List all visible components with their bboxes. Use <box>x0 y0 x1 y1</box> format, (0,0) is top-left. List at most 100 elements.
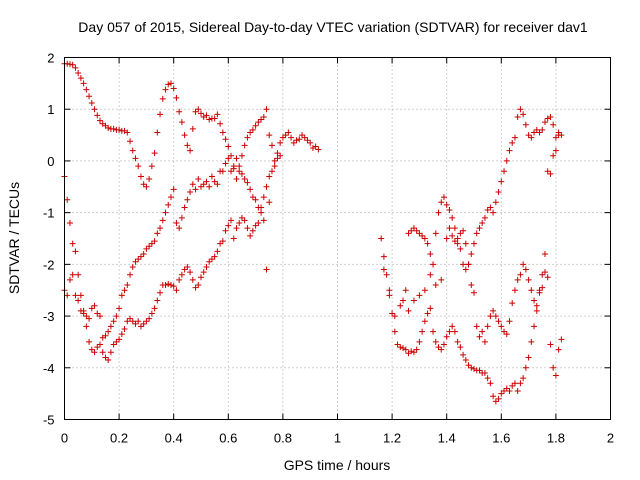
data-point-track-e <box>454 235 461 242</box>
data-point-track-e <box>451 225 458 232</box>
data-point-track-e <box>484 207 491 214</box>
data-point-track-a <box>282 132 289 139</box>
data-point-track-a <box>271 157 278 164</box>
data-point-track-a <box>266 132 273 139</box>
data-point-track-d <box>394 341 401 348</box>
data-point-track-e <box>520 111 527 118</box>
data-point-track-f <box>498 323 505 330</box>
data-point-track-a <box>165 81 172 88</box>
data-point-track-b <box>83 323 90 330</box>
data-point-track-a <box>279 134 286 141</box>
data-point-track-e <box>481 214 488 221</box>
data-point-track-a <box>309 145 316 151</box>
data-point-track-b <box>200 181 207 188</box>
data-point-track-a <box>211 115 218 122</box>
data-point-track-c <box>268 168 275 175</box>
data-point-track-a <box>96 117 103 124</box>
data-point-track-d <box>468 364 475 371</box>
data-point-track-e <box>547 113 554 120</box>
data-point-track-a <box>293 137 300 144</box>
data-point-track-d <box>471 365 477 372</box>
data-point-track-d <box>541 269 548 276</box>
data-point-track-d <box>484 375 491 382</box>
data-point-track-b <box>135 256 142 263</box>
data-point-track-f <box>490 307 497 314</box>
data-point-track-d <box>410 349 417 356</box>
data-point-track-c <box>77 307 84 314</box>
data-point-track-c <box>206 258 213 265</box>
data-point-track-a <box>75 70 82 77</box>
data-point-track-f <box>454 240 461 247</box>
data-point-track-a <box>170 85 177 92</box>
data-point-track-d <box>465 362 472 369</box>
data-point-track-c <box>94 310 101 317</box>
data-point-track-c <box>181 266 188 273</box>
data-point-track-b <box>96 341 103 348</box>
data-point-track-a <box>181 132 188 139</box>
data-point-track-a <box>187 147 194 154</box>
data-point-track-b <box>178 214 185 221</box>
data-point-track-a <box>94 112 101 119</box>
data-point-track-b <box>121 287 128 294</box>
data-point-track-e <box>479 219 486 226</box>
x-tick-label: 1.4 <box>438 431 456 446</box>
data-point-track-f <box>432 282 439 289</box>
data-point-track-a <box>137 173 144 180</box>
data-point-track-c <box>219 238 226 245</box>
data-point-track-c <box>170 283 177 290</box>
data-point-track-d <box>501 388 508 395</box>
data-point-track-b <box>107 323 114 330</box>
data-point-track-a <box>173 94 180 101</box>
data-point-track-a <box>200 113 207 120</box>
data-point-track-b <box>230 163 237 170</box>
data-point-track-a <box>105 124 112 131</box>
data-point-track-f <box>421 287 428 294</box>
data-point-track-e <box>391 313 398 320</box>
data-point-track-e <box>495 188 502 195</box>
data-point-track-e <box>462 266 469 273</box>
data-point-track-b <box>198 183 204 190</box>
data-point-track-c <box>189 276 196 283</box>
data-point-track-d <box>533 307 540 314</box>
data-point-track-b <box>159 217 166 224</box>
data-point-track-b <box>211 178 218 185</box>
data-point-track-f <box>536 287 543 294</box>
data-point-track-e <box>449 214 456 221</box>
y-tick-label: -4 <box>43 361 55 376</box>
data-point-track-c <box>88 305 95 312</box>
data-point-track-a <box>140 181 147 188</box>
data-point-track-f <box>517 271 524 278</box>
data-point-track-d <box>402 346 409 353</box>
data-point-track-a <box>135 163 142 170</box>
data-point-track-e <box>487 204 494 211</box>
data-point-track-e <box>528 134 535 141</box>
data-point-track-e <box>443 201 450 208</box>
data-point-track-b <box>105 328 112 335</box>
data-point-track-c <box>225 222 232 229</box>
data-point-track-d <box>492 398 499 405</box>
x-tick-label: 2 <box>607 431 614 446</box>
data-point-track-a <box>69 61 76 68</box>
data-point-track-b <box>72 248 79 255</box>
data-point-track-d <box>487 380 494 387</box>
data-point-track-c <box>222 227 229 234</box>
data-point-track-c <box>66 276 73 283</box>
data-point-track-d <box>528 338 535 345</box>
data-point-track-a <box>217 120 224 127</box>
data-point-track-c <box>113 338 120 345</box>
data-point-track-d <box>383 271 390 278</box>
data-point-track-e <box>413 227 420 234</box>
data-point-track-c <box>154 297 161 304</box>
data-point-track-b <box>189 181 196 188</box>
data-point-track-b <box>146 243 153 250</box>
x-tick-label: 1.2 <box>383 431 401 446</box>
x-tick-label: 0 <box>61 431 68 446</box>
data-point-track-f <box>541 251 548 258</box>
data-point-track-b <box>77 292 84 299</box>
data-point-track-c <box>195 282 202 289</box>
data-point-track-f <box>481 338 488 345</box>
data-point-track-d <box>421 318 428 325</box>
data-point-track-f <box>528 287 535 294</box>
data-point-track-c <box>80 310 87 317</box>
x-tick-label: 1.6 <box>492 431 510 446</box>
